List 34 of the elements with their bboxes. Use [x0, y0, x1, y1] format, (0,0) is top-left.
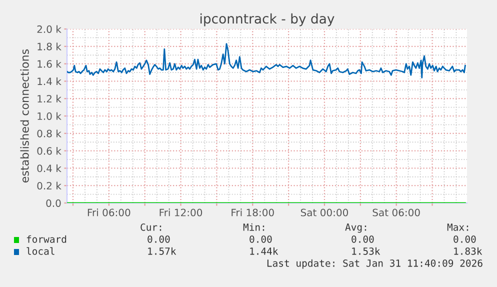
chart-title: ipconntrack - by day [200, 13, 334, 26]
y-tick-label: 1.8 k [38, 42, 62, 50]
y-tick-label: 0.6 k [37, 147, 62, 155]
y-tick-label: 1.0 k [38, 112, 62, 120]
text: Avg: [345, 224, 366, 233]
text: Max: [447, 224, 468, 231]
y-tick-label: 0.4 k [37, 164, 62, 172]
x-tick-label: Fri 18:00 [232, 208, 274, 216]
x-tick-label: Fri 06:00 [88, 208, 130, 216]
y-tick-label: 0.8 k [37, 130, 62, 138]
legend-label: forward [26, 235, 66, 243]
y-tick-label: 0.2 k [37, 182, 62, 190]
y-tick-label: 1.4 k [38, 77, 62, 85]
y-tick-label: 0.0 [46, 199, 61, 207]
text: Last update: Sat Jan 31 11:40:09 2026 [267, 259, 482, 269]
text: 0.00 [454, 235, 476, 243]
x-tick-label: Fri 12:00 [160, 208, 202, 216]
legend-label: local [26, 247, 54, 255]
text: Min: [243, 223, 264, 231]
text: 1.44k [250, 247, 278, 255]
y-tick-label: 2.0 k [37, 25, 62, 33]
y-axis-title: established connections [20, 49, 29, 183]
x-tick-label: Sat 06:00 [372, 208, 420, 216]
text: 0.00 [148, 235, 170, 243]
text: 1.57k [148, 247, 176, 255]
y-tick-label: 1.2 k [38, 94, 62, 102]
text: 0.00 [352, 235, 374, 243]
line-series [67, 43, 466, 78]
y-tick-label: 1.6 k [38, 60, 62, 68]
text: 0.00 [250, 235, 272, 243]
text: Cur: [140, 223, 162, 231]
text: 1.83k [454, 247, 482, 255]
x-tick-label: Sat 00:00 [300, 208, 348, 216]
text: 1.53k [352, 247, 380, 255]
